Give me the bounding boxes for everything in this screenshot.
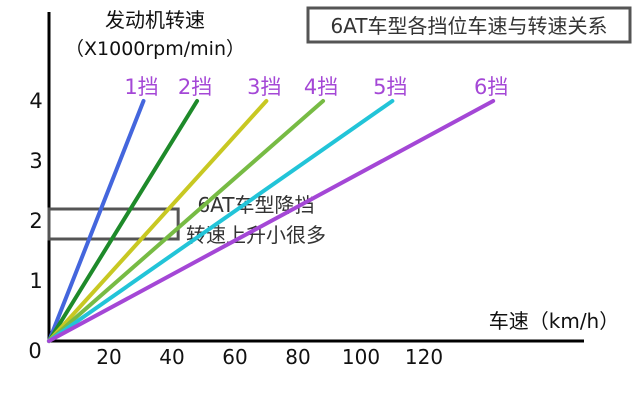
series-line-3: [47, 99, 269, 343]
series-label-4: 4挡: [304, 75, 338, 99]
x-tick-label: 100: [342, 345, 380, 369]
y-tick-label: 4: [29, 89, 42, 113]
x-tick-label: 20: [96, 345, 121, 369]
series-group: 1挡 2挡 3挡 4挡 5挡 6挡: [47, 75, 508, 343]
series-line-4: [47, 99, 326, 343]
x-tick-label: 80: [285, 345, 310, 369]
series-line-5: [47, 99, 395, 343]
series-label-5: 5挡: [373, 75, 407, 99]
series-label-3: 3挡: [247, 75, 281, 99]
series-label-6: 6挡: [474, 75, 508, 99]
series-line-2: [47, 99, 200, 343]
chart-title: 6AT车型各挡位车速与转速关系: [330, 14, 607, 38]
series-line-1: [47, 99, 146, 343]
series-label-2: 2挡: [178, 75, 212, 99]
x-axis-label: 车速（km/h）: [489, 309, 619, 333]
axis-ticks: 20 40 60 80 100 120 1 2 3 4: [29, 89, 443, 369]
y-axis-unit: （X1000rpm/min）: [65, 38, 245, 60]
title-box: [306, 6, 632, 44]
series-line-6: [47, 99, 496, 343]
x-tick-label: 120: [405, 345, 443, 369]
x-tick-label: 60: [222, 345, 247, 369]
annotation-line-2: 转速上升小很多: [186, 223, 326, 247]
y-tick-label: 2: [29, 209, 42, 233]
y-axis-label: 发动机转速: [105, 8, 205, 32]
origin-label: 0: [28, 339, 41, 363]
series-label-1: 1挡: [124, 75, 158, 99]
y-tick-label: 3: [29, 149, 42, 173]
x-tick-label: 40: [159, 345, 184, 369]
y-tick-label: 1: [29, 269, 42, 293]
